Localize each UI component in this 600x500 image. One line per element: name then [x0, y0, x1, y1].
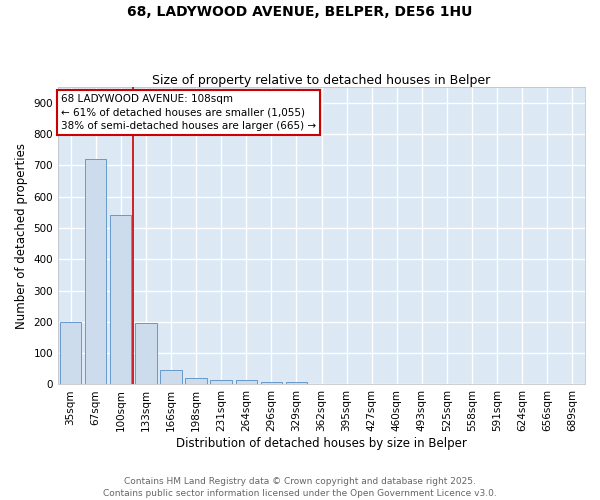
Title: Size of property relative to detached houses in Belper: Size of property relative to detached ho…	[152, 74, 491, 87]
Text: 68, LADYWOOD AVENUE, BELPER, DE56 1HU: 68, LADYWOOD AVENUE, BELPER, DE56 1HU	[127, 5, 473, 19]
Bar	[211, 380, 232, 384]
Text: 68 LADYWOOD AVENUE: 108sqm
← 61% of detached houses are smaller (1,055)
38% of s: 68 LADYWOOD AVENUE: 108sqm ← 61% of deta…	[61, 94, 316, 131]
X-axis label: Distribution of detached houses by size in Belper: Distribution of detached houses by size …	[176, 437, 467, 450]
Bar	[85, 159, 106, 384]
Bar	[260, 382, 282, 384]
Bar	[286, 382, 307, 384]
Bar	[60, 322, 81, 384]
Text: Contains HM Land Registry data © Crown copyright and database right 2025.
Contai: Contains HM Land Registry data © Crown c…	[103, 476, 497, 498]
Bar	[236, 380, 257, 384]
Y-axis label: Number of detached properties: Number of detached properties	[15, 142, 28, 328]
Bar	[185, 378, 207, 384]
Bar	[110, 216, 131, 384]
Bar	[135, 323, 157, 384]
Bar	[160, 370, 182, 384]
